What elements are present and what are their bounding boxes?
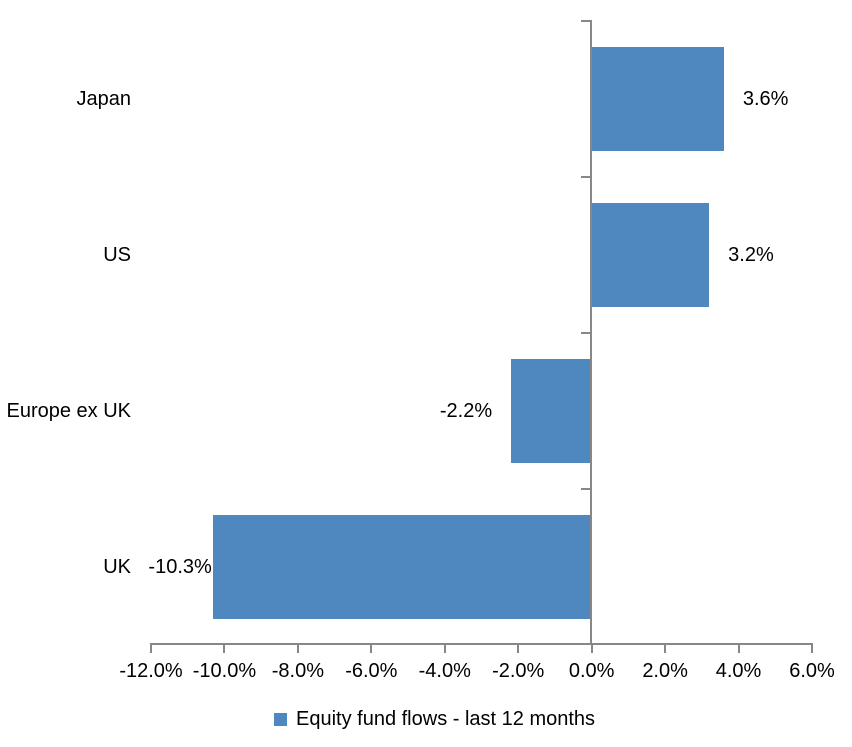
x-axis-tick bbox=[737, 645, 740, 653]
x-axis-tick-label: 2.0% bbox=[642, 660, 688, 682]
x-axis-tick-label: -4.0% bbox=[418, 660, 471, 682]
x-axis-line bbox=[150, 643, 813, 645]
category-axis-tick bbox=[580, 332, 590, 334]
x-axis-tick-label: 4.0% bbox=[715, 660, 762, 682]
bar-europe-ex-uk bbox=[510, 359, 592, 463]
x-axis-tick bbox=[223, 645, 226, 653]
category-label: Japan bbox=[76, 88, 132, 110]
zero-axis-line bbox=[589, 20, 592, 645]
x-axis-tick-label: -8.0% bbox=[271, 660, 324, 682]
x-axis-tick-label: -6.0% bbox=[345, 660, 398, 682]
x-axis-tick-label: 6.0% bbox=[789, 660, 835, 682]
x-axis-tick bbox=[296, 645, 299, 653]
legend-marker-swatch bbox=[274, 712, 287, 726]
x-axis-tick-label: 0.0% bbox=[568, 660, 615, 682]
category-axis-tick bbox=[580, 488, 590, 490]
data-label: 3.2% bbox=[728, 244, 774, 266]
data-label: -2.2% bbox=[439, 400, 493, 422]
x-axis-tick-label: -2.0% bbox=[492, 660, 545, 682]
bar-us bbox=[591, 203, 710, 307]
x-axis-tick bbox=[590, 645, 593, 653]
x-axis-tick-label: -12.0% bbox=[119, 660, 183, 682]
x-axis-tick bbox=[150, 645, 152, 653]
x-axis-tick bbox=[664, 645, 667, 653]
legend-label: Equity fund flows - last 12 months bbox=[296, 708, 596, 730]
x-axis-tick bbox=[443, 645, 446, 653]
bar-uk bbox=[213, 515, 592, 619]
x-axis-tick bbox=[811, 645, 813, 653]
data-label: -10.3% bbox=[148, 556, 212, 578]
category-axis-tick bbox=[580, 20, 590, 22]
legend: Equity fund flows - last 12 months bbox=[274, 709, 595, 729]
category-label: UK bbox=[103, 556, 131, 578]
x-axis-tick-label: -10.0% bbox=[192, 660, 257, 682]
x-axis-tick bbox=[517, 645, 520, 653]
x-axis-tick bbox=[370, 645, 373, 653]
category-axis-tick bbox=[580, 176, 590, 178]
category-label: US bbox=[103, 244, 131, 266]
data-label: 3.6% bbox=[742, 88, 789, 110]
category-label: Europe ex UK bbox=[6, 400, 131, 422]
bar-japan bbox=[591, 47, 724, 151]
